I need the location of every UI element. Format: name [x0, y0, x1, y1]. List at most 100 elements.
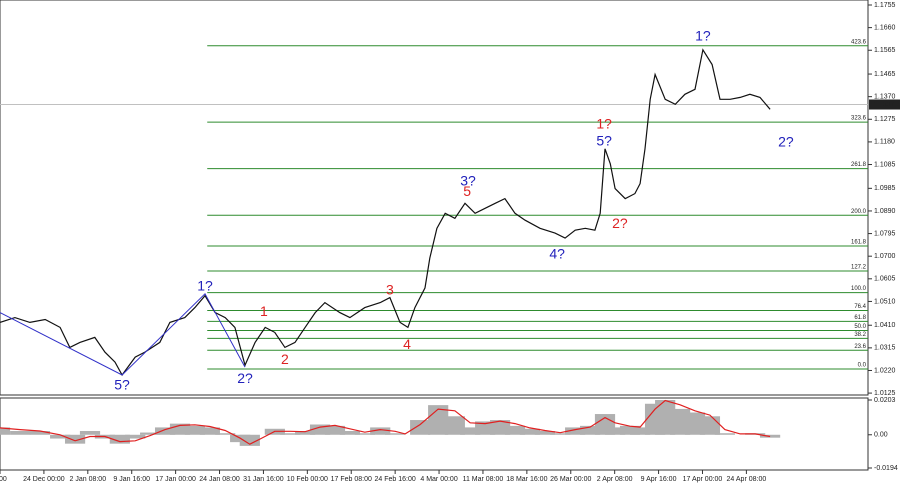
oscillator-bar [519, 428, 541, 435]
signal-line [0, 399, 771, 445]
price-line [0, 48, 771, 377]
wave-label: 5? [596, 133, 612, 149]
fib-label: 261.8 [851, 162, 867, 168]
current-price-label: 1.1337 [873, 101, 895, 108]
wave-label: 2? [612, 215, 628, 231]
fib-label: 127.2 [851, 265, 867, 271]
wave-label: 3? [460, 172, 476, 188]
oscillator-bar [370, 427, 391, 435]
oscillator-bar [714, 433, 735, 435]
oscillator-bar [354, 433, 375, 435]
fib-label: 0.0 [858, 363, 867, 369]
main-panel [0, 0, 869, 396]
x-tick-label: 4 Mar 00:00 [420, 476, 457, 483]
fib-label: 200.0 [851, 209, 867, 215]
oscillator-bar [280, 433, 301, 435]
oscillator-bar [169, 423, 191, 435]
x-tick-label: 24 Feb 16:00 [375, 476, 416, 483]
oscillator-bar [534, 431, 555, 435]
x-tick-label: 17 Jan 00:00 [155, 476, 196, 483]
y-tick-label: 1.0510 [874, 298, 896, 305]
wave-label: 4 [403, 336, 411, 352]
oscillator-bar [565, 427, 586, 435]
y-tick-label: 1.0795 [874, 230, 896, 237]
fib-label: 161.8 [851, 240, 867, 246]
fib-label: 100.0 [851, 286, 867, 292]
y-tick-label: 1.1565 [874, 47, 896, 54]
oscillator-bar [295, 431, 316, 435]
x-tick-label: 24 Apr 08:00 [727, 476, 767, 483]
y-tick-label: 1.0985 [874, 185, 896, 192]
fib-label: 323.6 [851, 116, 867, 122]
y-tick-label: 1.1180 [874, 139, 895, 146]
wave-label: 2? [778, 134, 794, 150]
oscillator-bar [385, 433, 406, 435]
oscillator-bar [0, 427, 11, 435]
wave-label: 1 [260, 303, 268, 319]
fib-label: 423.6 [851, 39, 867, 45]
oscillator-bar [10, 431, 31, 435]
oscillator-bar [109, 434, 130, 444]
oscillator-bar [309, 424, 331, 435]
y-tick-label: 1.1660 [874, 24, 896, 31]
oscillator-bar [410, 420, 431, 435]
y-tick-label: 1.1275 [874, 116, 896, 123]
fib-label: 76.4 [854, 304, 866, 310]
x-tick-label: 24 Jan 08:00 [199, 476, 240, 483]
oscillator-bar [630, 427, 651, 435]
x-tick-label: 17 Apr 00:00 [683, 476, 723, 483]
oscillator-bar [579, 425, 601, 435]
y-tick-label: 1.1755 [874, 2, 896, 9]
wave-label: 5? [114, 377, 130, 393]
oscillator-bar [460, 427, 481, 435]
wave-label: 3 [386, 281, 394, 297]
oscillator-bar [184, 425, 206, 435]
oscillator-bar [239, 434, 260, 446]
oscillator-bar [324, 425, 346, 435]
x-tick-label: 17 Feb 08:00 [331, 476, 372, 483]
wave-label: 2? [237, 370, 253, 386]
y-tick-label: 1.0315 [874, 345, 896, 352]
x-tick-label: 6:00 [0, 476, 7, 483]
oscillator-bar [339, 431, 361, 435]
wave-label: 1? [596, 116, 612, 132]
wave-label: 2 [281, 351, 289, 367]
oscillator-bar [550, 433, 571, 435]
wave-line [0, 292, 246, 376]
current-price-box [869, 99, 900, 110]
oscillator-bar [79, 431, 101, 435]
oscillator-bar [199, 427, 220, 435]
oscillator-bar [215, 433, 236, 435]
oscillator-bar [444, 416, 465, 435]
oscillator-bar [699, 416, 721, 435]
fib-label: 61.8 [854, 315, 866, 321]
x-tick-label: 9 Apr 16:00 [641, 476, 677, 483]
wave-label: 5 [463, 183, 471, 199]
fib-label: 38.2 [854, 332, 866, 338]
wave-label: 1? [197, 277, 213, 293]
x-tick-label: 18 Mar 16:00 [506, 476, 547, 483]
wave-label: 1? [695, 27, 711, 43]
oscillator-bar [605, 427, 626, 435]
y-tick-label: -0.0194 [874, 465, 898, 472]
oscillator-bar [64, 434, 86, 444]
y-tick-label: 0.0203 [874, 397, 896, 404]
x-tick-label: 9 Jan 16:00 [113, 476, 150, 483]
x-tick-label: 11 Mar 08:00 [463, 476, 504, 483]
x-tick-label: 24 Dec 00:00 [23, 476, 65, 483]
y-tick-label: 1.1370 [874, 94, 896, 101]
oscillator-bar [125, 434, 146, 439]
x-tick-label: 10 Feb 00:00 [287, 476, 328, 483]
x-tick-label: 26 Mar 00:00 [550, 476, 591, 483]
y-tick-label: 1.0605 [874, 276, 896, 283]
y-tick-label: 1.0125 [874, 390, 896, 397]
oscillator-bar [140, 432, 161, 435]
y-tick-label: 1.1085 [874, 161, 896, 168]
fib-label: 23.6 [854, 344, 866, 350]
wave-label: 4? [549, 246, 565, 262]
oscillator-bar [154, 427, 176, 435]
y-tick-label: 0.00 [874, 432, 888, 439]
y-tick-label: 1.0410 [874, 322, 896, 329]
y-tick-label: 1.1465 [874, 71, 896, 78]
